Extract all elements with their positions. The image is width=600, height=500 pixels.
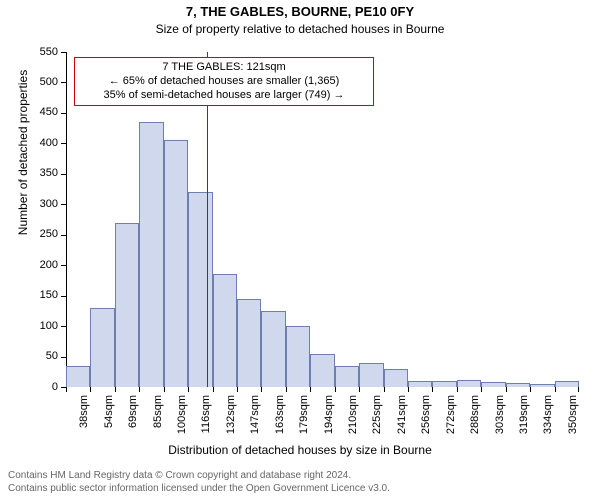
- ytick-label: 450: [26, 106, 58, 118]
- xtick-label: 256sqm: [420, 395, 432, 445]
- xtick-mark: [384, 387, 385, 392]
- xtick-mark: [530, 387, 531, 392]
- xtick-label: 194sqm: [323, 395, 335, 445]
- annotation-line-3: 35% of semi-detached houses are larger (…: [81, 89, 367, 103]
- ytick-label: 400: [26, 137, 58, 149]
- histogram-bar: [359, 363, 383, 387]
- xtick-mark: [139, 387, 140, 392]
- xtick-mark: [578, 387, 579, 392]
- histogram-bar: [310, 354, 334, 388]
- xtick-label: 38sqm: [78, 395, 90, 445]
- xtick-mark: [335, 387, 336, 392]
- xtick-mark: [432, 387, 433, 392]
- ytick-label: 100: [26, 320, 58, 332]
- ytick-mark: [61, 113, 66, 114]
- xtick-mark: [164, 387, 165, 392]
- histogram-bar: [555, 381, 579, 387]
- xtick-label: 69sqm: [127, 395, 139, 445]
- xtick-label: 303sqm: [494, 395, 506, 445]
- histogram-bar: [188, 192, 212, 387]
- ytick-label: 200: [26, 259, 58, 271]
- annotation-line-1: 7 THE GABLES: 121sqm: [81, 61, 367, 75]
- xtick-mark: [188, 387, 189, 392]
- xtick-mark: [237, 387, 238, 392]
- xtick-label: 163sqm: [274, 395, 286, 445]
- ytick-mark: [61, 52, 66, 53]
- histogram-bar: [432, 381, 456, 387]
- histogram-bar: [506, 383, 530, 387]
- xtick-mark: [90, 387, 91, 392]
- y-axis-line: [66, 52, 67, 387]
- xtick-label: 241sqm: [396, 395, 408, 445]
- footer-line-1: Contains HM Land Registry data © Crown c…: [8, 470, 351, 481]
- xtick-mark: [481, 387, 482, 392]
- xtick-label: 350sqm: [567, 395, 579, 445]
- xtick-label: 85sqm: [152, 395, 164, 445]
- histogram-bar: [481, 382, 505, 387]
- xtick-label: 132sqm: [225, 395, 237, 445]
- histogram-bar: [457, 380, 481, 387]
- histogram-bar: [66, 366, 90, 387]
- histogram-bar: [286, 326, 310, 387]
- xtick-mark: [506, 387, 507, 392]
- xtick-label: 210sqm: [347, 395, 359, 445]
- xtick-mark: [261, 387, 262, 392]
- histogram-bar: [530, 384, 554, 387]
- histogram-bar: [90, 308, 114, 387]
- histogram-bar: [408, 381, 432, 387]
- annotation-box: 7 THE GABLES: 121sqm ← 65% of detached h…: [74, 57, 374, 106]
- histogram-bar: [213, 274, 237, 387]
- xtick-label: 54sqm: [103, 395, 115, 445]
- ytick-label: 0: [26, 381, 58, 393]
- ytick-label: 300: [26, 198, 58, 210]
- footer-line-2: Contains public sector information licen…: [8, 483, 390, 494]
- x-axis-label: Distribution of detached houses by size …: [0, 443, 600, 457]
- xtick-label: 116sqm: [200, 395, 212, 445]
- xtick-label: 225sqm: [371, 395, 383, 445]
- ytick-mark: [61, 204, 66, 205]
- ytick-mark: [61, 82, 66, 83]
- ytick-mark: [61, 296, 66, 297]
- ytick-mark: [61, 265, 66, 266]
- xtick-label: 334sqm: [542, 395, 554, 445]
- xtick-label: 288sqm: [469, 395, 481, 445]
- histogram-bar: [335, 366, 359, 387]
- ytick-mark: [61, 143, 66, 144]
- xtick-mark: [310, 387, 311, 392]
- xtick-mark: [555, 387, 556, 392]
- xtick-label: 272sqm: [445, 395, 457, 445]
- chart-subtitle: Size of property relative to detached ho…: [0, 22, 600, 36]
- histogram-bar: [115, 223, 139, 387]
- chart-title: 7, THE GABLES, BOURNE, PE10 0FY: [0, 4, 600, 19]
- xtick-mark: [408, 387, 409, 392]
- ytick-mark: [61, 235, 66, 236]
- chart-container: 7, THE GABLES, BOURNE, PE10 0FY Size of …: [0, 0, 600, 500]
- histogram-bar: [384, 369, 408, 387]
- annotation-line-2: ← 65% of detached houses are smaller (1,…: [81, 75, 367, 89]
- histogram-bar: [261, 311, 285, 387]
- xtick-label: 147sqm: [249, 395, 261, 445]
- histogram-bar: [237, 299, 261, 387]
- histogram-bar: [139, 122, 163, 387]
- ytick-label: 350: [26, 167, 58, 179]
- xtick-mark: [359, 387, 360, 392]
- xtick-mark: [115, 387, 116, 392]
- ytick-label: 50: [26, 350, 58, 362]
- ytick-label: 550: [26, 46, 58, 58]
- xtick-label: 319sqm: [518, 395, 530, 445]
- xtick-mark: [457, 387, 458, 392]
- xtick-mark: [66, 387, 67, 392]
- ytick-label: 150: [26, 289, 58, 301]
- xtick-mark: [286, 387, 287, 392]
- xtick-label: 179sqm: [298, 395, 310, 445]
- ytick-mark: [61, 326, 66, 327]
- xtick-label: 100sqm: [176, 395, 188, 445]
- ytick-mark: [61, 357, 66, 358]
- histogram-bar: [164, 140, 188, 387]
- ytick-label: 250: [26, 228, 58, 240]
- ytick-mark: [61, 174, 66, 175]
- xtick-mark: [213, 387, 214, 392]
- ytick-label: 500: [26, 76, 58, 88]
